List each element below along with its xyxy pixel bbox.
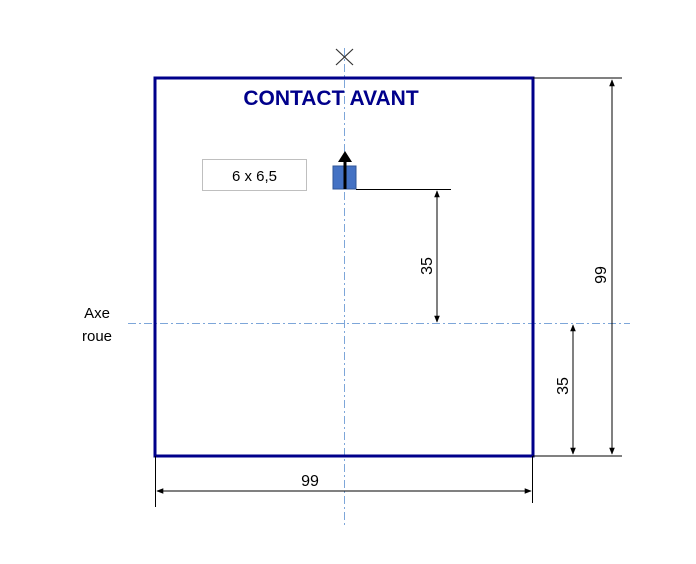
size-label-text: 6 x 6,5 xyxy=(232,168,277,185)
contact-frame xyxy=(153,76,535,458)
page-title: CONTACT AVANT xyxy=(243,87,419,110)
up-arrow-icon xyxy=(338,151,352,189)
axis-label-line1: Axe xyxy=(84,305,110,322)
dimension-label-component-to-axis: 35 xyxy=(419,257,436,275)
dimension-label-width: 99 xyxy=(301,473,319,490)
axis-label-line2: roue xyxy=(82,328,112,345)
size-label-box xyxy=(202,159,307,191)
x-mark-icon xyxy=(335,48,354,66)
dimension-label-height: 99 xyxy=(593,266,610,284)
dimension-label-axis-to-bottom: 35 xyxy=(555,377,572,395)
